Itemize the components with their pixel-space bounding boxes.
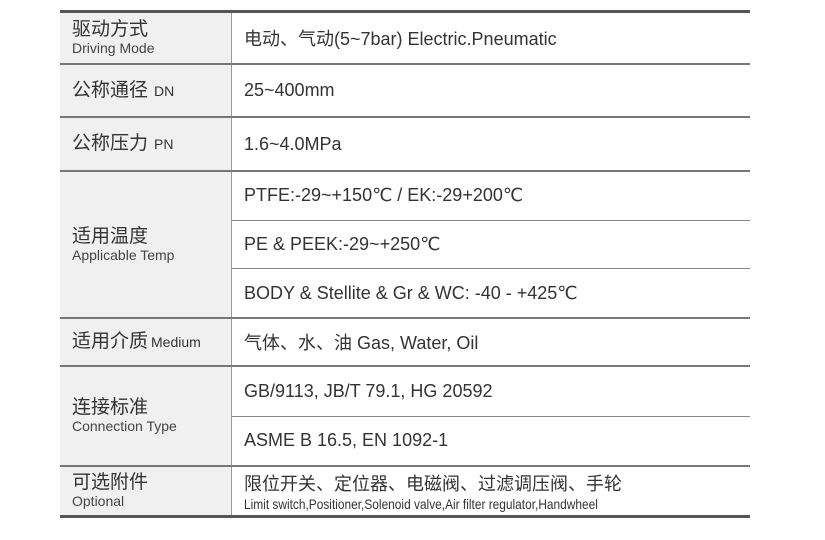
label-en: Medium xyxy=(151,334,201,350)
value: 1.6~4.0MPa xyxy=(244,133,342,154)
row-connection: 连接标准 Connection Type GB/9113, JB/T 79.1, … xyxy=(60,367,750,467)
value: 电动、气动(5~7bar) Electric.Pneumatic xyxy=(244,29,557,49)
row-driving-mode: 驱动方式 Driving Mode 电动、气动(5~7bar) Electric.… xyxy=(60,13,750,65)
value: PTFE:-29~+150℃ / EK:-29+200℃ xyxy=(232,172,750,221)
row-medium: 适用介质 Medium 气体、水、油 Gas, Water, Oil xyxy=(60,319,750,367)
label-cn: 适用介质 xyxy=(72,331,149,352)
label-cn: 公称压力 xyxy=(72,133,149,154)
label-cn: 适用温度 xyxy=(72,225,149,247)
label-cn: 可选附件 xyxy=(72,472,149,493)
spec-table: 驱动方式 Driving Mode 电动、气动(5~7bar) Electric.… xyxy=(60,10,750,518)
row-pn: 公称压力 PN 1.6~4.0MPa xyxy=(60,118,750,172)
label-en: PN xyxy=(154,136,174,152)
label-en: DN xyxy=(154,82,175,99)
value: PE & PEEK:-29~+250℃ xyxy=(232,221,750,270)
label-cn: 连接标准 xyxy=(72,397,149,418)
value: 25~400mm xyxy=(244,80,335,100)
row-temp: 适用温度 Applicable Temp PTFE:-29~+150℃ / EK:… xyxy=(60,172,750,319)
label-cn: 驱动方式 xyxy=(72,19,149,40)
value: BODY & Stellite & Gr & WC: -40 - +425℃ xyxy=(244,282,578,303)
label-en: Optional xyxy=(72,493,125,509)
label-en: Driving Mode xyxy=(72,40,155,56)
label-cn: 公称通径 xyxy=(72,79,149,101)
value-cn: 限位开关、定位器、电磁阀、过滤调压阀、手轮 xyxy=(244,474,622,494)
value: 气体、水、油 Gas, Water, Oil xyxy=(244,333,479,353)
label-en: Connection Type xyxy=(72,418,177,434)
row-dn: 公称通径 DN 25~400mm xyxy=(60,65,750,118)
label-en: Applicable Temp xyxy=(72,246,175,263)
value: ASME B 16.5, EN 1092-1 xyxy=(244,430,449,451)
value: GB/9113, JB/T 79.1, HG 20592 xyxy=(232,367,750,417)
value-en: Limit switch,Positioner,Solenoid valve,A… xyxy=(244,496,598,512)
row-optional: 可选附件 Optional 限位开关、定位器、电磁阀、过滤调压阀、手轮 Limit … xyxy=(60,467,750,515)
